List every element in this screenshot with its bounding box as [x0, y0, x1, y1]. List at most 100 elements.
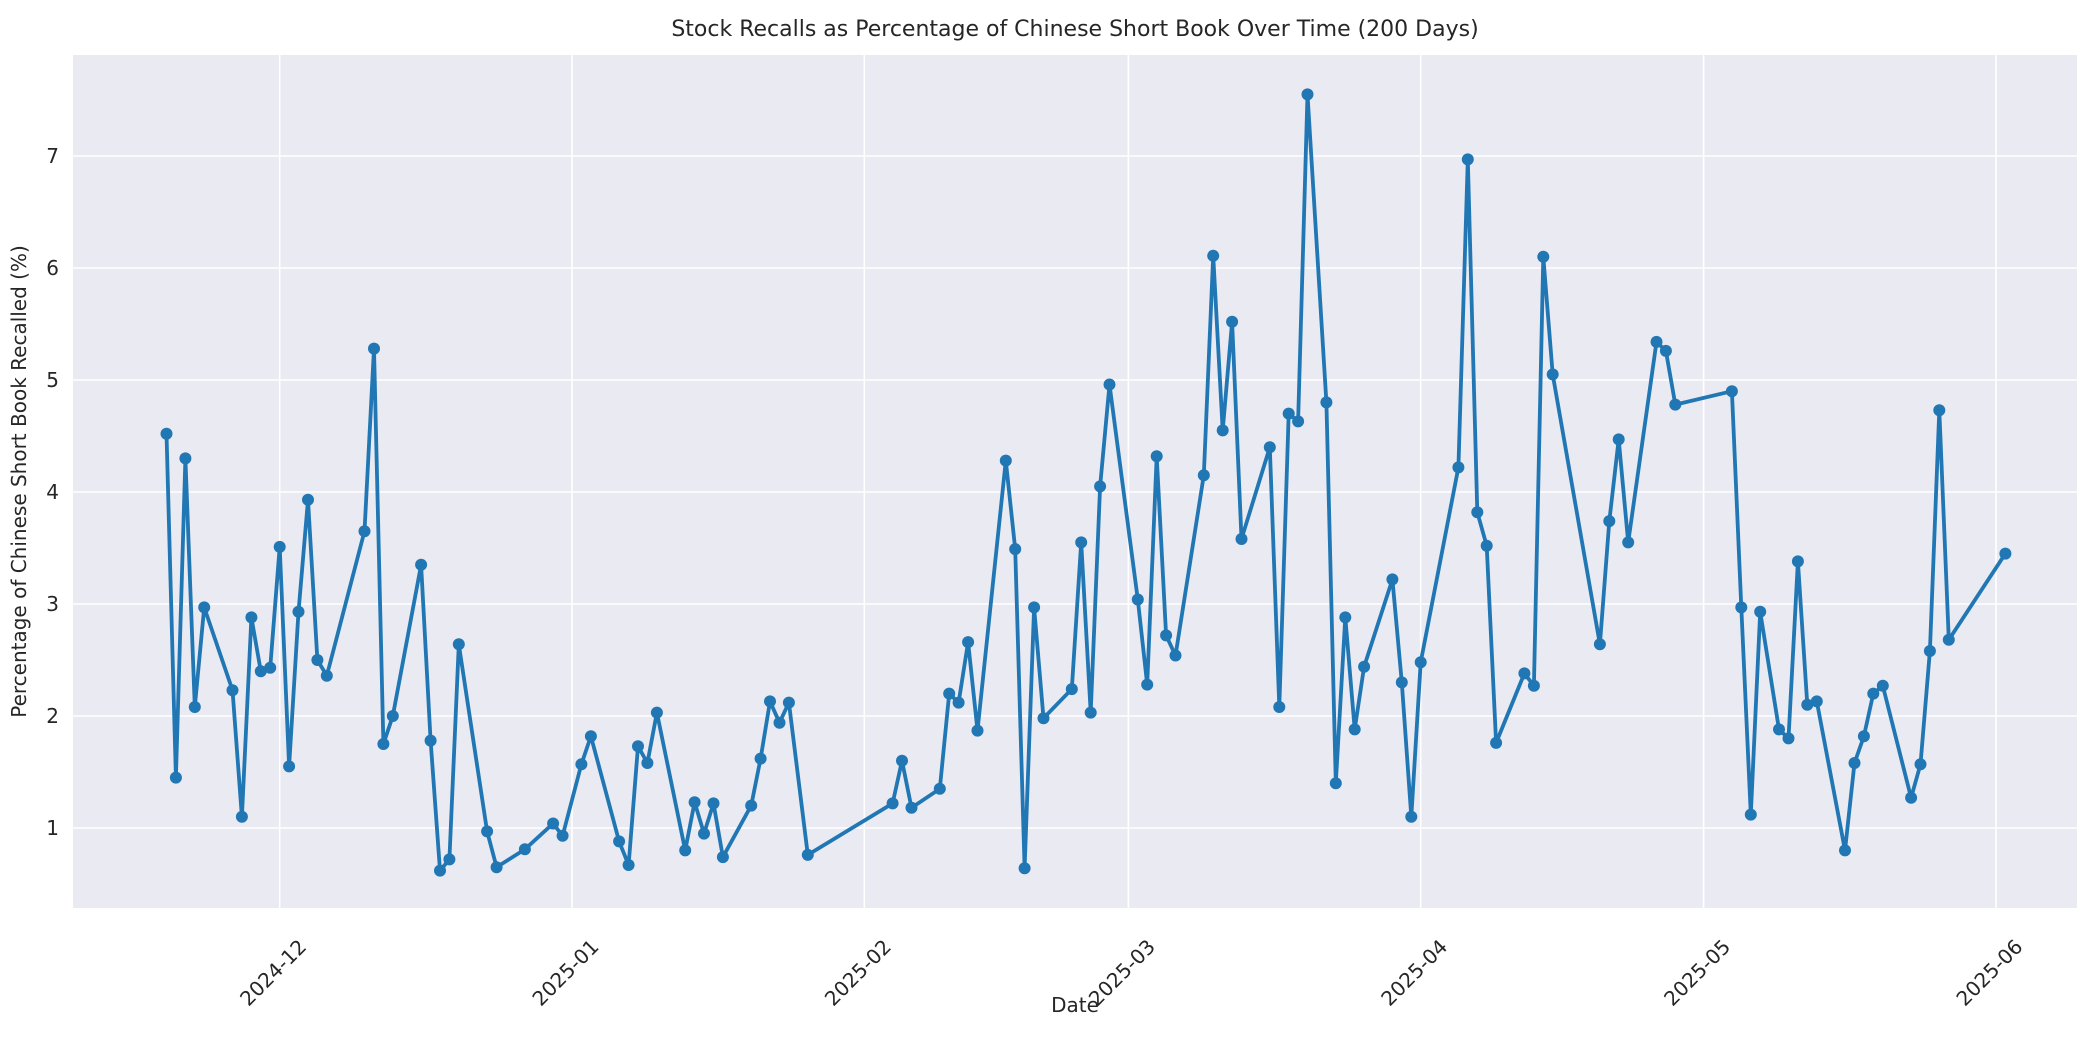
data-point-marker — [1622, 536, 1635, 549]
chart-title: Stock Recalls as Percentage of Chinese S… — [671, 17, 1478, 42]
data-point-marker — [1518, 667, 1531, 680]
data-point-marker — [1452, 461, 1465, 474]
data-point-marker — [434, 864, 446, 877]
data-point-marker — [452, 638, 465, 651]
data-point-marker — [1773, 723, 1785, 736]
data-point-marker — [1282, 407, 1295, 420]
data-point-marker — [1839, 844, 1851, 857]
data-point-marker — [1207, 249, 1220, 262]
data-point-marker — [1546, 368, 1559, 381]
data-point-marker — [235, 810, 248, 823]
data-point-marker — [311, 654, 324, 666]
data-point-marker — [1659, 344, 1672, 357]
data-point-marker — [999, 454, 1012, 467]
data-point-marker — [613, 835, 626, 848]
data-point-marker — [302, 493, 314, 506]
data-point-marker — [368, 342, 380, 355]
data-point-marker — [1075, 536, 1088, 549]
data-point-marker — [650, 706, 663, 719]
series-polyline — [164, 92, 2008, 873]
x-tick-label: 2025-05 — [1659, 935, 1735, 1011]
data-point-marker — [1537, 250, 1550, 263]
data-point-marker — [575, 758, 588, 771]
data-point-marker — [1942, 633, 1955, 646]
data-point-marker — [1471, 506, 1484, 519]
data-point-marker — [1273, 701, 1286, 713]
data-point-marker — [1480, 539, 1493, 552]
data-point-marker — [971, 724, 984, 737]
data-point-marker — [764, 695, 776, 708]
data-point-marker — [1744, 808, 1757, 821]
data-point-marker — [1905, 791, 1918, 804]
plot-background — [73, 55, 2077, 908]
data-point-marker — [1197, 469, 1210, 482]
data-point-marker — [962, 636, 975, 649]
y-tick-label: 2 — [46, 704, 59, 728]
data-point-marker — [273, 540, 286, 553]
data-point-marker — [1999, 547, 2012, 560]
data-point-marker — [688, 796, 701, 809]
data-point-marker — [424, 734, 437, 747]
data-point-marker — [1263, 441, 1276, 454]
data-point-marker — [933, 782, 946, 795]
data-point-marker — [443, 853, 456, 866]
data-point-marker — [698, 827, 710, 840]
data-point-marker — [1867, 687, 1880, 700]
data-point-marker — [1216, 424, 1229, 437]
data-point-marker — [641, 757, 654, 769]
data-point-marker — [1914, 758, 1927, 771]
data-point-marker — [1150, 450, 1163, 463]
data-point-marker — [1065, 683, 1078, 696]
data-point-marker — [1235, 533, 1248, 545]
x-tick-label: 2025-02 — [820, 935, 896, 1011]
y-axis-label: Percentage of Chinese Short Book Recalle… — [7, 245, 31, 718]
data-point-marker — [952, 696, 965, 709]
data-point-marker — [188, 701, 201, 713]
data-point-marker — [1593, 638, 1606, 651]
data-point-marker — [773, 716, 786, 729]
data-point-marker — [1292, 415, 1305, 428]
data-point-marker — [1933, 404, 1946, 417]
data-point-marker — [886, 797, 899, 810]
data-point-marker — [754, 752, 767, 765]
y-tick-label: 4 — [46, 480, 59, 504]
data-point-marker — [1414, 656, 1427, 669]
data-point-marker — [1405, 810, 1418, 823]
data-point-marker — [1028, 601, 1041, 614]
y-tick-label: 7 — [46, 144, 59, 168]
data-point-marker — [1395, 676, 1408, 689]
data-point-marker — [358, 525, 371, 538]
data-point-marker — [1876, 679, 1889, 692]
data-point-marker — [622, 859, 635, 871]
data-point-marker — [1923, 645, 1936, 657]
data-point-marker — [1141, 678, 1154, 691]
data-point-marker — [169, 771, 182, 784]
data-point-marker — [1226, 315, 1239, 328]
data-point-marker — [320, 669, 333, 682]
data-point-marker — [226, 684, 239, 697]
data-point-marker — [1103, 378, 1116, 391]
data-series — [160, 88, 2012, 877]
data-point-marker — [943, 687, 956, 700]
data-point-marker — [245, 611, 258, 624]
data-point-marker — [283, 760, 296, 773]
data-point-marker — [292, 605, 305, 618]
x-tick-label: 2025-04 — [1376, 935, 1452, 1011]
data-point-marker — [1329, 777, 1342, 790]
y-tick-label: 6 — [46, 256, 59, 280]
data-point-marker — [1386, 573, 1399, 586]
data-point-marker — [1848, 757, 1861, 769]
data-point-marker — [556, 829, 569, 842]
data-point-marker — [1801, 698, 1814, 711]
data-point-marker — [1461, 153, 1474, 166]
data-point-marker — [782, 696, 795, 709]
data-point-marker — [1810, 695, 1823, 708]
data-point-marker — [801, 848, 814, 861]
data-point-marker — [1160, 629, 1173, 642]
data-point-marker — [481, 825, 494, 838]
data-point-marker — [1612, 433, 1625, 446]
data-point-marker — [1754, 605, 1767, 618]
y-tick-label: 3 — [46, 592, 59, 616]
data-point-marker — [1791, 555, 1804, 568]
